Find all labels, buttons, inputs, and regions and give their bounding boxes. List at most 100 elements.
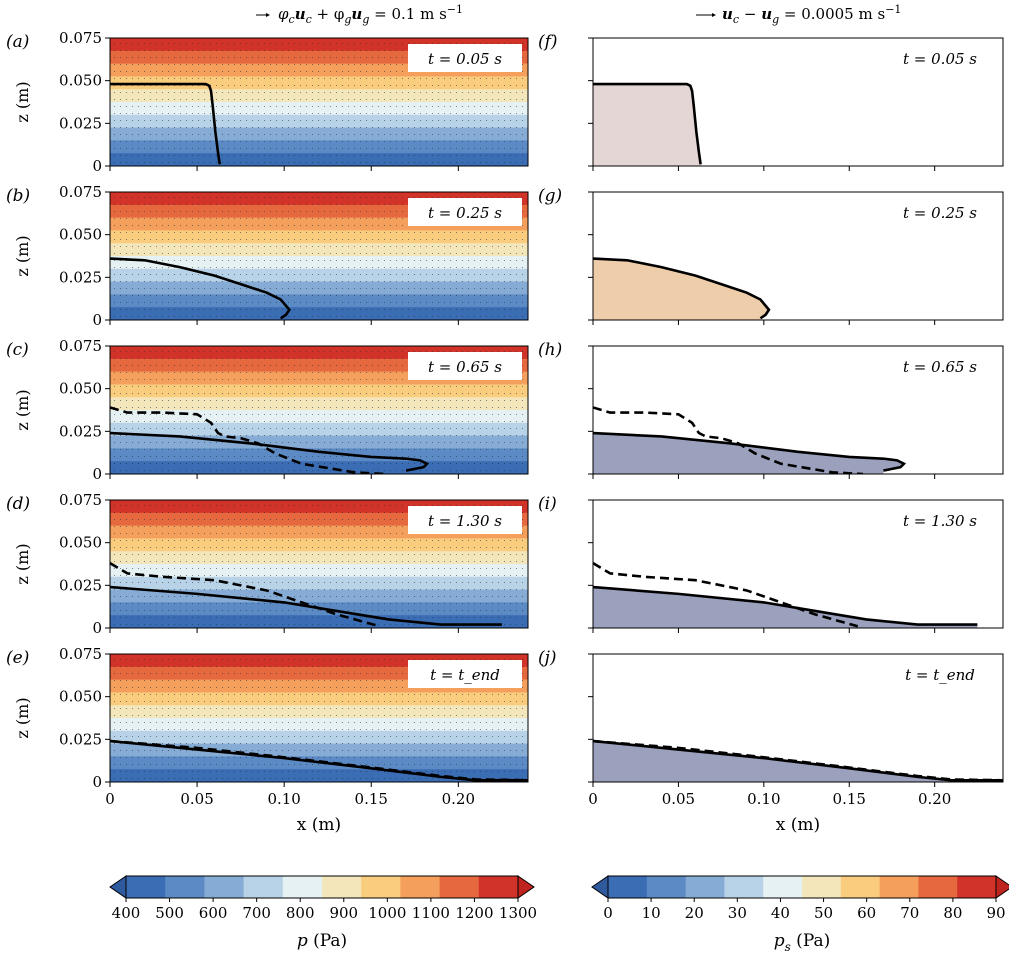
vector-dot	[180, 358, 181, 359]
vector-dot	[420, 127, 421, 128]
vector-dot	[270, 281, 271, 282]
vector-dot	[168, 239, 169, 240]
vector-dot	[450, 148, 451, 149]
vector-dot	[162, 113, 163, 114]
vector-dot	[264, 260, 265, 261]
vector-dot	[156, 162, 157, 163]
vector-dot	[252, 309, 253, 310]
vector-dot	[258, 148, 259, 149]
vector-dot	[174, 232, 175, 233]
vector-dot	[438, 400, 439, 401]
vector-dot	[450, 43, 451, 44]
vector-dot	[438, 155, 439, 156]
vector-dot	[456, 239, 457, 240]
vector-dot	[474, 400, 475, 401]
vector-dot	[522, 309, 523, 310]
vector-dot	[234, 463, 235, 464]
vector-dot	[276, 568, 277, 569]
vector-dot	[390, 379, 391, 380]
vector-dot	[318, 134, 319, 135]
vector-dot	[372, 106, 373, 107]
vector-dot	[264, 120, 265, 121]
right-header-text: uc − ug = 0.0005 m s−1	[722, 3, 901, 26]
vector-dot	[450, 421, 451, 422]
vector-dot	[438, 85, 439, 86]
vector-dot	[444, 120, 445, 121]
vector-dot	[216, 463, 217, 464]
vector-dot	[438, 260, 439, 261]
vector-dot	[504, 134, 505, 135]
vector-dot	[144, 218, 145, 219]
vector-dot	[150, 246, 151, 247]
pressure-band	[110, 140, 528, 154]
vector-dot	[438, 232, 439, 233]
vector-dot	[156, 253, 157, 254]
vector-dot	[360, 575, 361, 576]
vector-dot	[192, 99, 193, 100]
vector-dot	[402, 253, 403, 254]
vector-dot	[162, 519, 163, 520]
vector-dot	[330, 428, 331, 429]
vector-dot	[288, 617, 289, 618]
vector-dot	[522, 449, 523, 450]
vector-dot	[186, 281, 187, 282]
vector-dot	[234, 225, 235, 226]
vector-dot	[408, 99, 409, 100]
vector-dot	[120, 267, 121, 268]
vector-dot	[252, 596, 253, 597]
vector-dot	[462, 302, 463, 303]
vector-dot	[492, 253, 493, 254]
vector-dot	[378, 50, 379, 51]
vector-dot	[210, 148, 211, 149]
vector-dot	[468, 78, 469, 79]
vector-dot	[246, 428, 247, 429]
vector-dot	[408, 85, 409, 86]
vector-dot	[354, 204, 355, 205]
vector-dot	[474, 393, 475, 394]
vector-dot	[162, 610, 163, 611]
vector-dot	[276, 92, 277, 93]
vector-dot	[504, 295, 505, 296]
vector-dot	[246, 547, 247, 548]
vector-dot	[216, 456, 217, 457]
vector-dot	[402, 127, 403, 128]
vector-dot	[270, 533, 271, 534]
vector-dot	[186, 505, 187, 506]
vector-dot	[258, 554, 259, 555]
vector-dot	[288, 456, 289, 457]
vector-dot	[252, 421, 253, 422]
vector-dot	[474, 267, 475, 268]
time-label-box	[408, 198, 522, 226]
vector-dot	[282, 365, 283, 366]
vector-dot	[516, 148, 517, 149]
vector-dot	[396, 288, 397, 289]
vector-dot	[270, 610, 271, 611]
vector-dot	[228, 554, 229, 555]
vector-dot	[192, 71, 193, 72]
vector-dot	[366, 148, 367, 149]
vector-dot	[168, 393, 169, 394]
vector-dot	[186, 148, 187, 149]
vector-dot	[456, 400, 457, 401]
vector-dot	[402, 561, 403, 562]
vector-dot	[126, 540, 127, 541]
vector-dot	[360, 533, 361, 534]
vector-dot	[144, 274, 145, 275]
vector-dot	[120, 204, 121, 205]
vector-dot	[210, 316, 211, 317]
vector-dot	[126, 372, 127, 373]
vector-dot	[504, 281, 505, 282]
vector-dot	[312, 393, 313, 394]
vector-dot	[330, 92, 331, 93]
vector-dot	[222, 589, 223, 590]
vector-dot	[270, 204, 271, 205]
vector-dot	[324, 120, 325, 121]
vector-dot	[282, 92, 283, 93]
vector-dot	[306, 547, 307, 548]
vector-dot	[450, 407, 451, 408]
vector-dot	[372, 351, 373, 352]
vector-dot	[342, 309, 343, 310]
vector-dot	[228, 533, 229, 534]
vector-dot	[276, 505, 277, 506]
vector-dot	[318, 43, 319, 44]
